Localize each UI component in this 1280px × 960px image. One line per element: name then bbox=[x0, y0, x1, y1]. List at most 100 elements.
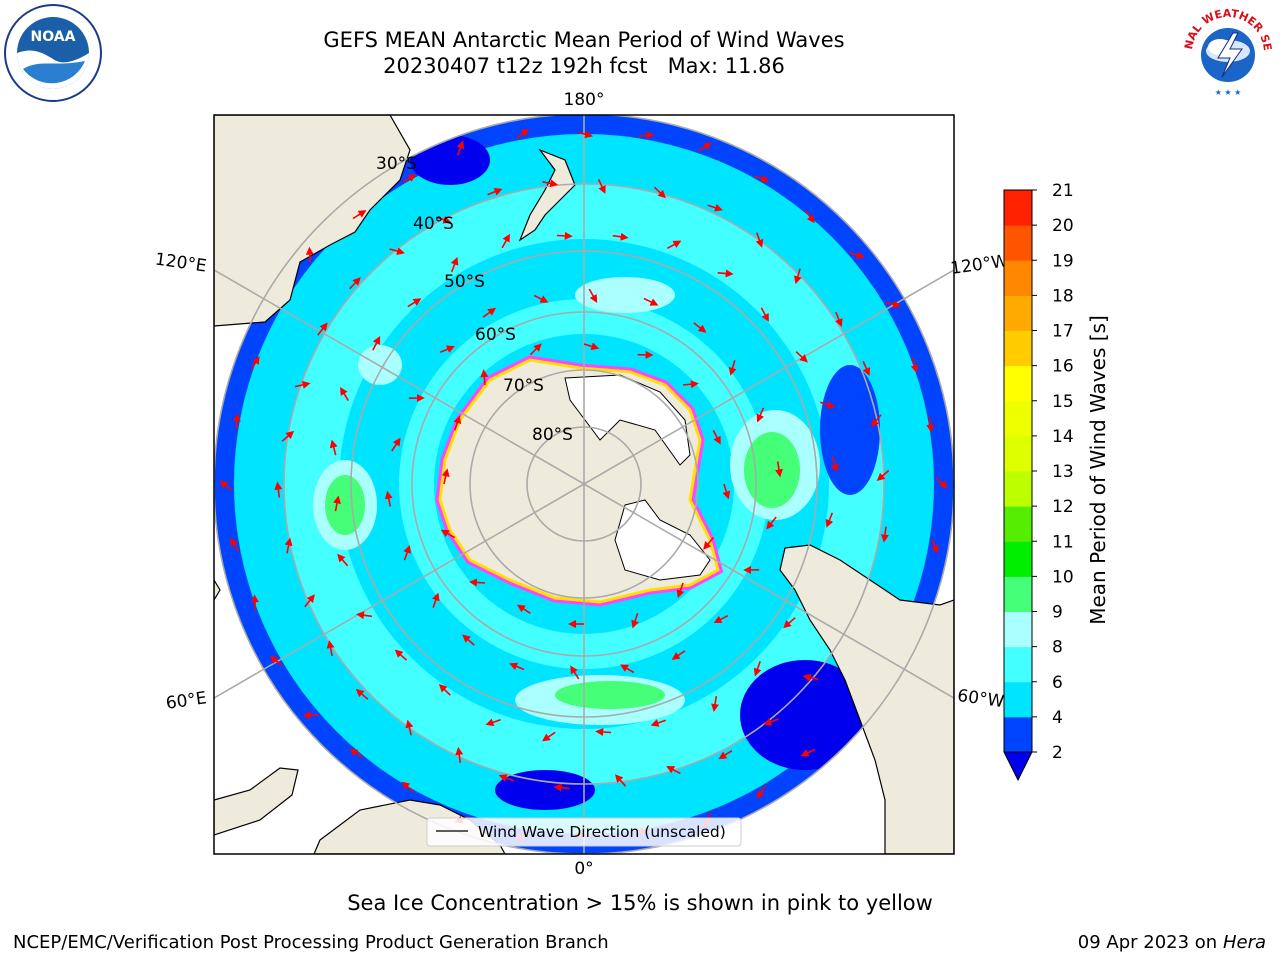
arrow-icon bbox=[501, 233, 510, 249]
arrow-icon bbox=[349, 277, 361, 290]
arrow-icon bbox=[480, 369, 489, 386]
colorbar-tick-label: 17 bbox=[1052, 322, 1074, 342]
arrow-icon bbox=[802, 673, 819, 682]
patch-low-e bbox=[820, 365, 880, 495]
colorbar-tick-label: 10 bbox=[1052, 567, 1074, 587]
colorbar-tick-label: 15 bbox=[1052, 392, 1074, 412]
arrow-icon bbox=[666, 766, 681, 775]
sea-ice-note: Sea Ice Concentration > 15% is shown in … bbox=[347, 891, 933, 915]
colorbar-segment bbox=[1004, 365, 1032, 402]
arrow-icon bbox=[553, 783, 570, 792]
colorbar-segment bbox=[1004, 435, 1032, 472]
arrow-icon bbox=[352, 210, 367, 220]
arrow-icon bbox=[570, 665, 580, 680]
arrow-icon bbox=[529, 343, 542, 356]
credit-machine: Hera bbox=[1222, 932, 1266, 953]
lat-label-80: 80°S bbox=[532, 425, 573, 445]
legend-box bbox=[426, 817, 742, 847]
arrow-icon bbox=[439, 345, 455, 354]
arrow-icon bbox=[498, 774, 514, 782]
colorbar-tick-label: 6 bbox=[1052, 673, 1063, 693]
colorbar-segment bbox=[1004, 646, 1032, 683]
arrow-icon bbox=[583, 342, 600, 351]
arrow-icon bbox=[533, 294, 549, 303]
lon-label-180: 180° bbox=[564, 90, 605, 110]
arrow-icon bbox=[756, 785, 767, 800]
map-legend: Wind Wave Direction (unscaled) bbox=[426, 817, 742, 847]
arrow-icon bbox=[349, 748, 364, 759]
land-australia bbox=[214, 115, 411, 327]
colorbar-segment bbox=[1004, 400, 1032, 437]
star-icon: ★ ★ ★ bbox=[1215, 88, 1242, 97]
credit-date-text: 09 Apr 2023 on bbox=[1077, 932, 1218, 953]
colorbar-tick-label: 4 bbox=[1052, 708, 1063, 728]
arrow-icon bbox=[825, 512, 834, 528]
patch-green-west bbox=[325, 475, 365, 535]
arrow-icon bbox=[754, 174, 770, 183]
arrow-icon bbox=[326, 640, 335, 657]
arrow-icon bbox=[250, 594, 259, 611]
map-content: 30°S 40°S 50°S 60°S 70°S 80°S Wind Wave … bbox=[214, 115, 954, 854]
arrow-icon bbox=[930, 538, 939, 554]
lat-label-50: 50°S bbox=[444, 272, 485, 292]
arrow-icon bbox=[849, 251, 865, 259]
wind-wave-arrows bbox=[219, 128, 948, 841]
arrow-icon bbox=[588, 288, 598, 303]
arrow-icon bbox=[597, 179, 606, 194]
lat-label-30: 30°S bbox=[376, 154, 417, 174]
arrow-icon bbox=[830, 456, 839, 473]
arrow-icon bbox=[485, 718, 501, 727]
arrow-icon bbox=[620, 664, 635, 674]
arrow-icon bbox=[435, 215, 452, 224]
arrow-icon bbox=[405, 719, 414, 736]
arrow-icon bbox=[835, 311, 843, 328]
arrow-icon bbox=[389, 247, 405, 255]
colorbar-segment bbox=[1004, 225, 1032, 261]
arrow-icon bbox=[304, 594, 315, 608]
arrow-icon bbox=[693, 322, 707, 333]
arrow-icon bbox=[462, 634, 475, 646]
patch-green-south bbox=[555, 681, 665, 709]
arrow-icon bbox=[294, 380, 311, 389]
arrow-icon bbox=[653, 186, 666, 199]
arrow-icon bbox=[766, 516, 777, 530]
legend-label: Wind Wave Direction (unscaled) bbox=[478, 823, 726, 841]
title-line-1: GEFS MEAN Antarctic Mean Period of Wind … bbox=[323, 28, 845, 52]
arrow-icon bbox=[516, 128, 530, 140]
arrow-icon bbox=[728, 360, 737, 376]
lon-label-120w: 120°W bbox=[949, 251, 1009, 279]
arrow-icon bbox=[356, 611, 373, 620]
colorbar-tick-label: 18 bbox=[1052, 286, 1074, 306]
arrow-icon bbox=[676, 582, 685, 599]
colorbar-segment bbox=[1004, 576, 1032, 612]
arrow-icon bbox=[880, 526, 889, 543]
arrow-icon bbox=[402, 174, 417, 184]
patch-low-se bbox=[740, 660, 870, 770]
colorbar-tick-label: 12 bbox=[1052, 497, 1074, 517]
arrow-icon bbox=[804, 209, 815, 224]
arrow-icon bbox=[329, 439, 338, 456]
noaa-logo: NOAA bbox=[4, 4, 102, 102]
arrow-icon bbox=[722, 483, 731, 500]
arrow-icon bbox=[638, 131, 655, 140]
colorbar-segment bbox=[1004, 330, 1032, 367]
colorbar-segment bbox=[1004, 260, 1032, 296]
arrow-icon bbox=[763, 717, 779, 726]
arrow-icon bbox=[671, 650, 686, 660]
credit-branch: NCEP/EMC/Verification Post Processing Pr… bbox=[13, 932, 609, 953]
arrow-icon bbox=[232, 413, 241, 430]
arrow-icon bbox=[438, 684, 451, 696]
arrow-icon bbox=[783, 617, 796, 629]
colorbar-tick-label: 8 bbox=[1052, 638, 1063, 658]
arrow-icon bbox=[384, 490, 393, 507]
arrow-icon bbox=[713, 614, 729, 624]
colorbar-tick-label: 13 bbox=[1052, 462, 1074, 482]
patch-high-north bbox=[575, 277, 675, 313]
arrow-icon bbox=[682, 380, 699, 389]
arrow-icon bbox=[456, 140, 465, 156]
arrow-icon bbox=[935, 477, 948, 489]
arrow-icon bbox=[542, 179, 559, 188]
arrow-icon bbox=[453, 415, 462, 431]
arrow-icon bbox=[469, 578, 486, 587]
arrow-icon bbox=[643, 297, 659, 306]
